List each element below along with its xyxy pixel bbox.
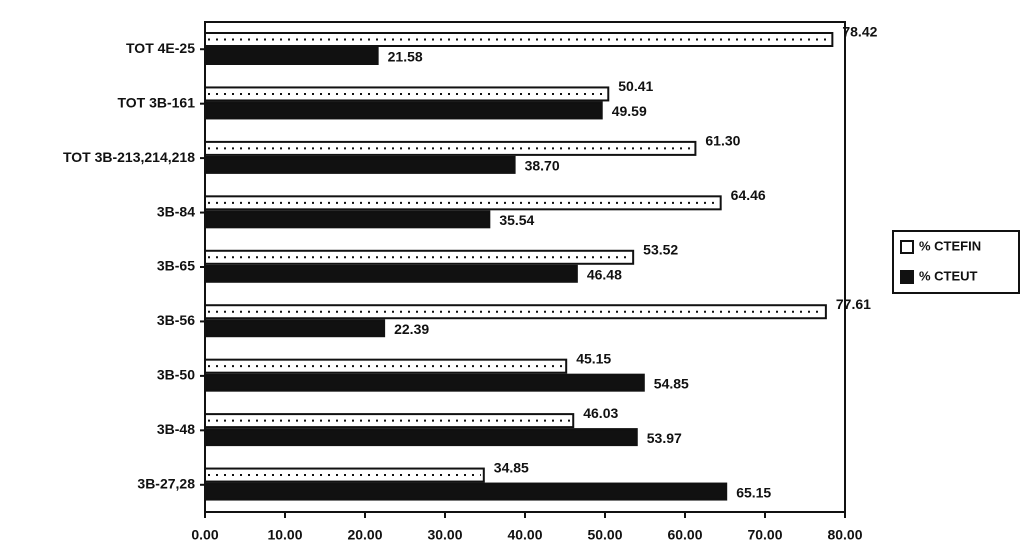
y-tick-label: TOT 3B-161	[117, 94, 195, 110]
bar	[204, 140, 697, 156]
bar	[204, 373, 645, 392]
value-label: 53.52	[643, 241, 678, 257]
legend-box	[892, 230, 1020, 294]
bar	[204, 155, 516, 174]
value-label: 53.97	[647, 430, 682, 446]
bar	[204, 428, 638, 447]
value-label: 38.70	[525, 158, 560, 174]
bar	[204, 86, 610, 102]
bar	[204, 304, 827, 320]
y-tick-label: 3B-27,28	[137, 475, 195, 491]
x-tick-label: 30.00	[427, 527, 462, 543]
value-label: 45.15	[576, 350, 611, 366]
value-label: 35.54	[499, 212, 534, 228]
x-tick-label: 0.00	[191, 527, 218, 543]
bar	[204, 264, 578, 283]
y-tick-label: 3B-65	[157, 258, 195, 274]
value-label: 46.48	[587, 266, 622, 282]
bar	[204, 195, 722, 211]
y-tick-label: 3B-56	[157, 312, 195, 328]
legend-swatch	[900, 270, 914, 284]
bar	[204, 47, 379, 65]
x-tick-label: 40.00	[507, 527, 542, 543]
y-tick-label: 3B-48	[157, 421, 195, 437]
value-label: 78.42	[842, 24, 877, 40]
value-label: 49.59	[612, 103, 647, 119]
legend-swatch	[900, 240, 914, 254]
x-tick-label: 80.00	[827, 527, 862, 543]
legend-label: % CTEUT	[919, 268, 978, 283]
bar	[204, 413, 575, 429]
bar	[204, 319, 386, 338]
value-label: 21.58	[388, 49, 423, 65]
bar	[204, 32, 834, 47]
value-label: 77.61	[836, 296, 871, 312]
x-tick-label: 20.00	[347, 527, 382, 543]
bar	[204, 482, 728, 501]
value-label: 22.39	[394, 321, 429, 337]
value-label: 64.46	[731, 187, 766, 203]
y-tick-label: 3B-84	[157, 203, 195, 219]
bar	[204, 101, 603, 120]
bar	[204, 249, 635, 265]
x-tick-label: 10.00	[267, 527, 302, 543]
value-label: 61.30	[705, 133, 740, 149]
legend-label: % CTEFIN	[919, 238, 981, 253]
value-label: 50.41	[618, 78, 653, 94]
y-tick-label: TOT 3B-213,214,218	[63, 149, 195, 165]
value-label: 54.85	[654, 375, 689, 391]
value-label: 34.85	[494, 459, 529, 475]
bar	[204, 210, 491, 229]
x-tick-label: 60.00	[667, 527, 702, 543]
y-tick-label: 3B-50	[157, 367, 195, 383]
x-tick-label: 50.00	[587, 527, 622, 543]
x-tick-label: 70.00	[747, 527, 782, 543]
value-label: 65.15	[736, 484, 771, 500]
y-tick-label: TOT 4E-25	[126, 40, 195, 56]
value-label: 46.03	[583, 405, 618, 421]
